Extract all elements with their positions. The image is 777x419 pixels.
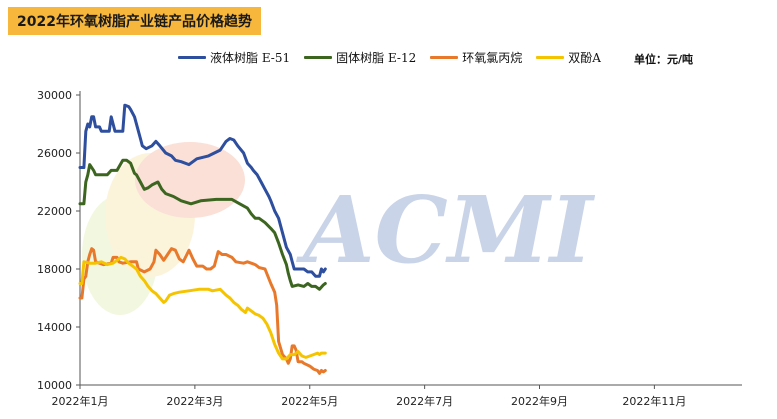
x-tick-label: 2022年11月 — [622, 394, 686, 408]
y-tick-label: 26000 — [37, 147, 72, 160]
watermark-logo: ACMI — [82, 142, 596, 315]
x-tick-label: 2022年1月 — [52, 394, 109, 408]
legend-label-e12: 固体树脂 E-12 — [336, 51, 417, 65]
legend-label-bpa: 双酚A — [568, 51, 601, 65]
x-tick-label: 2022年5月 — [281, 394, 338, 408]
series-layer — [78, 103, 327, 375]
unit-label: 单位：元/吨 — [634, 53, 694, 66]
legend-swatch-e12 — [304, 56, 333, 59]
legend-item-e51: 液体树脂 E-51 — [178, 49, 290, 66]
y-tick-label: 18000 — [37, 263, 72, 276]
series-line-e51 — [78, 103, 327, 278]
legend-swatch-bpa — [536, 56, 565, 59]
watermark-text: ACMI — [295, 176, 595, 284]
y-tick-label: 10000 — [37, 379, 72, 392]
y-tick-label: 22000 — [37, 205, 72, 218]
y-tick-label: 14000 — [37, 321, 72, 334]
legend-item-bpa: 双酚A — [536, 49, 601, 66]
legend-item-ech: 环氧氯丙烷 — [430, 49, 522, 66]
series-line-bpa — [78, 255, 327, 361]
legend-label-ech: 环氧氯丙烷 — [462, 51, 523, 65]
y-tick-label: 30000 — [37, 89, 72, 102]
x-tick-label: 2022年7月 — [396, 394, 453, 408]
legend: 液体树脂 E-51 固体树脂 E-12 环氧氯丙烷 双酚A — [178, 49, 615, 66]
series-line-ech — [78, 247, 327, 375]
legend-label-e51: 液体树脂 E-51 — [210, 51, 291, 65]
legend-swatch-ech — [430, 56, 459, 59]
watermark-swoosh-red — [135, 142, 245, 218]
legend-swatch-e51 — [178, 56, 206, 59]
chart-title: 2022年环氧树脂产业链产品价格趋势 — [8, 7, 261, 35]
legend-item-e12: 固体树脂 E-12 — [304, 49, 416, 66]
axes: 10000 14000 18000 22000 26000 30000 2022年1月 202… — [37, 89, 742, 408]
series-line-e12 — [78, 158, 327, 291]
x-tick-label: 2022年9月 — [511, 394, 568, 408]
x-tick-label: 2022年3月 — [166, 394, 223, 408]
